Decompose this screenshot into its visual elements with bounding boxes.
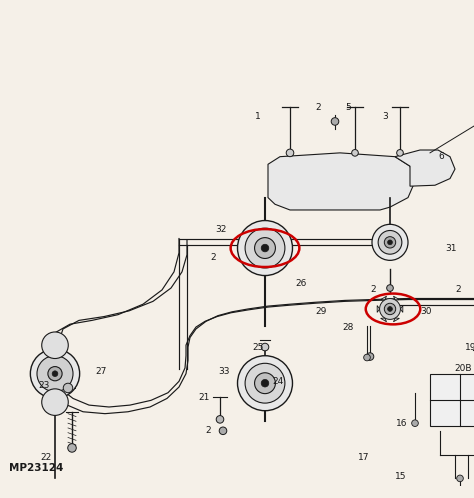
Circle shape [388, 240, 392, 245]
Circle shape [48, 367, 62, 381]
Circle shape [255, 238, 275, 258]
Circle shape [387, 285, 393, 291]
Text: 5: 5 [345, 103, 351, 112]
Text: 16: 16 [396, 419, 408, 428]
Text: 31: 31 [445, 244, 456, 252]
Circle shape [216, 416, 224, 423]
Text: 2: 2 [205, 426, 210, 435]
Circle shape [331, 118, 339, 125]
Circle shape [30, 349, 80, 398]
Circle shape [219, 427, 227, 435]
Text: 2: 2 [210, 253, 216, 262]
FancyBboxPatch shape [430, 374, 474, 426]
Polygon shape [268, 153, 415, 210]
Text: 21: 21 [198, 393, 210, 402]
Text: 25: 25 [252, 343, 264, 352]
Circle shape [261, 343, 269, 351]
Circle shape [366, 353, 374, 361]
Circle shape [286, 149, 294, 157]
Circle shape [261, 244, 269, 252]
Circle shape [397, 149, 403, 156]
Circle shape [378, 231, 402, 254]
Circle shape [388, 307, 392, 311]
Circle shape [261, 379, 269, 387]
Text: 30: 30 [420, 307, 431, 316]
Text: 26: 26 [295, 279, 306, 288]
Circle shape [237, 221, 292, 275]
Circle shape [42, 332, 68, 359]
Text: 2: 2 [315, 103, 320, 112]
Circle shape [255, 373, 275, 393]
Text: 3: 3 [382, 112, 388, 121]
Polygon shape [393, 296, 400, 300]
Text: 1: 1 [255, 112, 261, 121]
Circle shape [52, 371, 58, 376]
Text: 33: 33 [218, 368, 229, 376]
Text: 28: 28 [342, 324, 354, 333]
Circle shape [412, 420, 419, 426]
Text: 27: 27 [95, 368, 106, 376]
Circle shape [384, 237, 396, 248]
Text: 29: 29 [315, 307, 327, 316]
Text: 19: 19 [465, 343, 474, 352]
Polygon shape [381, 296, 387, 300]
Polygon shape [395, 150, 455, 186]
Text: 20B: 20B [454, 365, 472, 374]
Polygon shape [377, 306, 380, 312]
Circle shape [364, 354, 370, 361]
Circle shape [456, 475, 463, 482]
Text: 23: 23 [38, 380, 49, 389]
Text: 24: 24 [272, 377, 283, 386]
Text: 22: 22 [40, 453, 51, 462]
Text: 32: 32 [215, 225, 227, 234]
Circle shape [352, 149, 358, 156]
Circle shape [237, 356, 292, 411]
Circle shape [372, 224, 408, 260]
Text: MP23124: MP23124 [9, 463, 64, 473]
Text: 2: 2 [455, 285, 461, 294]
Polygon shape [381, 318, 387, 322]
Circle shape [380, 298, 401, 319]
Polygon shape [401, 306, 403, 312]
Text: 6: 6 [438, 152, 444, 161]
Polygon shape [393, 318, 400, 322]
Text: 15: 15 [395, 472, 407, 481]
Circle shape [63, 383, 73, 393]
Circle shape [42, 389, 68, 415]
Circle shape [245, 364, 285, 403]
Circle shape [245, 228, 285, 268]
Text: 2: 2 [370, 285, 375, 294]
Circle shape [384, 303, 396, 315]
Circle shape [37, 356, 73, 392]
Circle shape [68, 444, 76, 452]
Text: 17: 17 [358, 453, 370, 462]
